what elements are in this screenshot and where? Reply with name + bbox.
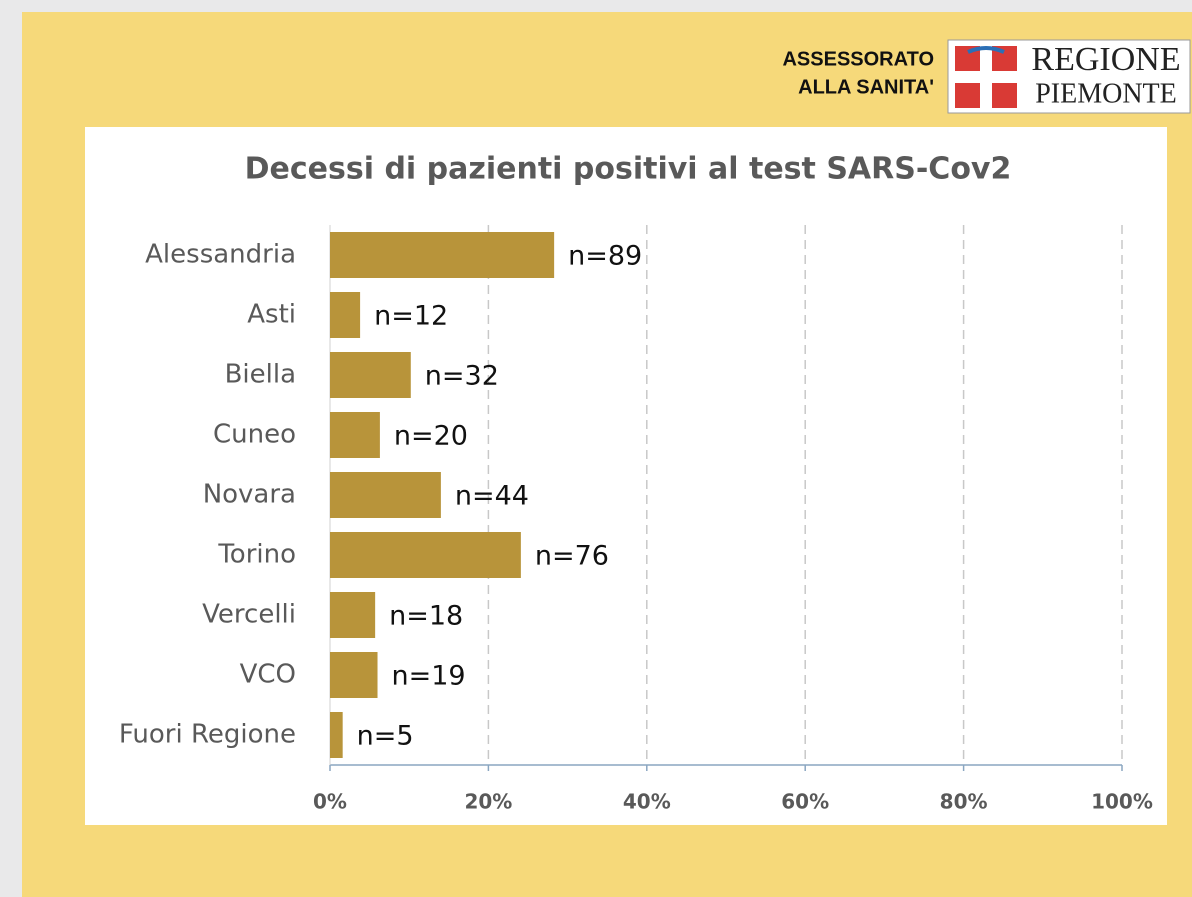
data-label: n=18 [389,601,463,632]
data-label: n=5 [357,721,414,752]
bar [330,352,411,398]
data-label: n=12 [374,301,448,332]
y-tick-label: VCO [240,660,296,690]
x-tick-label: 60% [781,790,829,814]
y-tick-label: Novara [203,480,296,510]
bar [330,592,376,638]
y-tick-label: Vercelli [202,600,296,630]
bar [330,232,555,278]
bar [330,712,343,758]
x-tick-label: 0% [313,790,347,814]
x-tick-label: 40% [623,790,671,814]
y-tick-label: Torino [217,540,296,570]
bar [330,292,361,338]
x-tick-label: 20% [464,790,512,814]
y-tick-label: Fuori Regione [119,720,296,750]
logo-text: PIEMONTE [1035,78,1177,109]
y-tick-label: Asti [247,300,296,330]
chart-title: Decessi di pazienti positivi al test SAR… [245,152,1012,187]
x-tick-label: 80% [940,790,988,814]
data-label: n=89 [568,241,642,272]
chart-panel [85,127,1167,825]
y-tick-label: Alessandria [145,240,296,270]
logo: REGIONE PIEMONTE [947,39,1191,114]
bar [330,412,380,458]
bar [330,472,441,518]
y-tick-label: Cuneo [213,420,296,450]
y-tick-label: Biella [225,360,296,390]
department: ASSESSORATO [782,48,934,70]
data-label: n=76 [535,541,609,572]
bar [330,652,378,698]
data-label: n=32 [425,361,499,392]
data-label: n=44 [455,481,529,512]
department: ALLA SANITA' [798,76,934,98]
data-label: n=19 [392,661,466,692]
data-label: n=20 [394,421,468,452]
x-tick-label: 100% [1091,790,1153,814]
bar [330,532,521,578]
logo-text: REGIONE [1031,41,1180,78]
